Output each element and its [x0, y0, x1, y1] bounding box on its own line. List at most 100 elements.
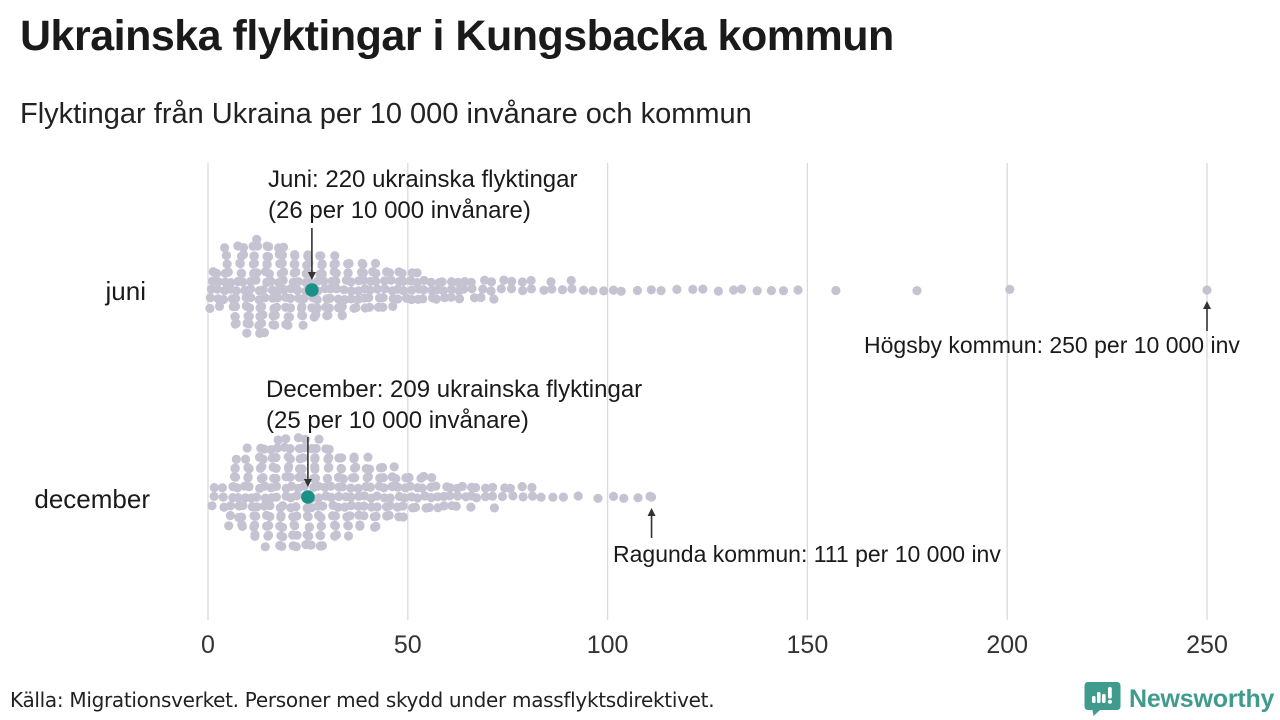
kommun-dot	[279, 442, 290, 452]
kommun-dot	[233, 493, 243, 503]
kommun-dot	[453, 277, 463, 287]
highlight-dot-kungsbacka-december	[301, 490, 315, 504]
kommun-dot	[487, 491, 498, 501]
kommun-dot	[398, 501, 408, 511]
kommun-dot	[672, 284, 682, 294]
kommun-dot	[244, 482, 254, 492]
kommun-dot	[310, 454, 320, 464]
kommun-dot	[233, 241, 243, 251]
kommun-dot	[343, 531, 354, 541]
kommun-dot	[245, 303, 255, 313]
kommun-dot	[262, 251, 272, 262]
row-label-juni: juni	[105, 276, 146, 306]
kommun-dot	[339, 285, 349, 295]
kommun-dot	[273, 435, 283, 445]
kommun-dot	[426, 277, 436, 287]
kommun-dot	[371, 268, 381, 278]
kommun-dot	[311, 310, 321, 320]
kommun-dot	[688, 284, 698, 294]
kommun-dot	[264, 269, 274, 279]
kommun-dot	[378, 473, 388, 483]
kommun-dot	[431, 294, 441, 304]
kommun-dot	[528, 491, 538, 501]
kommun-dot	[698, 284, 708, 294]
kommun-dot	[407, 285, 417, 295]
kommun-dot	[283, 463, 293, 473]
kommun-dot	[248, 241, 258, 251]
kommun-dot	[330, 521, 341, 531]
kommun-dot	[496, 284, 506, 294]
x-tick-label: 0	[201, 631, 215, 659]
gridlines	[207, 163, 1208, 620]
kommun-dot	[271, 473, 281, 484]
kommun-dot	[258, 285, 268, 295]
kommun-dot	[364, 302, 375, 312]
kommun-dot	[288, 541, 298, 551]
kommun-dot	[359, 501, 369, 511]
kommun-dot	[220, 243, 230, 253]
kommun-dot	[249, 258, 259, 268]
kommun-dot	[334, 491, 344, 502]
kommun-dot	[231, 454, 241, 464]
kommun-dot	[713, 286, 724, 296]
kommun-dot	[363, 472, 373, 482]
kommun-dot	[378, 293, 388, 303]
kommun-dot	[399, 493, 409, 503]
kommun-dot	[489, 294, 499, 304]
kommun-dot	[527, 482, 537, 493]
kommun-dot	[326, 492, 336, 502]
kommun-dot	[379, 483, 389, 493]
kommun-dot	[257, 462, 267, 472]
kommun-dot	[546, 277, 556, 287]
kommun-dot	[481, 483, 491, 493]
annotation-juni-line1: Juni: 220 ukrainska flyktingar	[268, 166, 578, 193]
kommun-dot	[459, 284, 469, 294]
kommun-dot	[445, 483, 455, 493]
kommun-dot	[262, 521, 272, 531]
kommun-dot	[218, 492, 228, 502]
annotation-december-kungsbacka: December: 209 ukrainska flyktingar (25 p…	[266, 374, 642, 436]
kommun-dot	[317, 259, 327, 269]
kommun-dot	[446, 292, 456, 302]
kommun-dot	[252, 268, 262, 278]
kommun-dot	[271, 481, 282, 491]
kommun-dot	[412, 278, 422, 288]
kommun-dot	[407, 294, 417, 305]
kommun-dot	[508, 491, 518, 501]
kommun-dot	[265, 511, 275, 522]
kommun-dot	[536, 492, 546, 502]
kommun-dot	[292, 285, 303, 295]
kommun-dot	[334, 453, 344, 463]
kommun-dot	[218, 294, 229, 305]
kommun-dot	[260, 293, 270, 303]
kommun-dot	[225, 510, 235, 521]
kommun-dot	[314, 493, 324, 503]
kommun-dot	[324, 303, 334, 313]
kommun-dot	[281, 434, 291, 444]
kommun-dot	[345, 511, 355, 521]
kommun-dot	[632, 285, 643, 296]
kommun-dot	[246, 292, 256, 303]
kommun-dot	[778, 286, 789, 296]
kommun-dot	[263, 531, 273, 541]
kommun-dot	[226, 278, 236, 288]
kommun-dot	[241, 454, 251, 464]
kommun-dot	[359, 511, 369, 521]
kommun-dot	[246, 284, 256, 294]
kommun-dot	[315, 530, 325, 540]
kommun-dot	[293, 433, 303, 443]
kommun-dot	[557, 285, 568, 295]
kommun-dot	[412, 268, 422, 278]
kommun-dot	[476, 292, 486, 303]
kommun-dot	[517, 482, 527, 492]
kommun-dot	[353, 483, 363, 493]
kommun-dot	[332, 284, 342, 294]
kommun-dot	[486, 277, 497, 287]
kommun-dot	[283, 452, 293, 462]
kommun-dot	[214, 301, 225, 311]
kommun-dot	[250, 520, 260, 530]
kommun-dot	[302, 530, 312, 540]
kommun-dot	[212, 268, 222, 278]
kommun-dot	[285, 472, 295, 482]
kommun-dot	[499, 275, 509, 285]
